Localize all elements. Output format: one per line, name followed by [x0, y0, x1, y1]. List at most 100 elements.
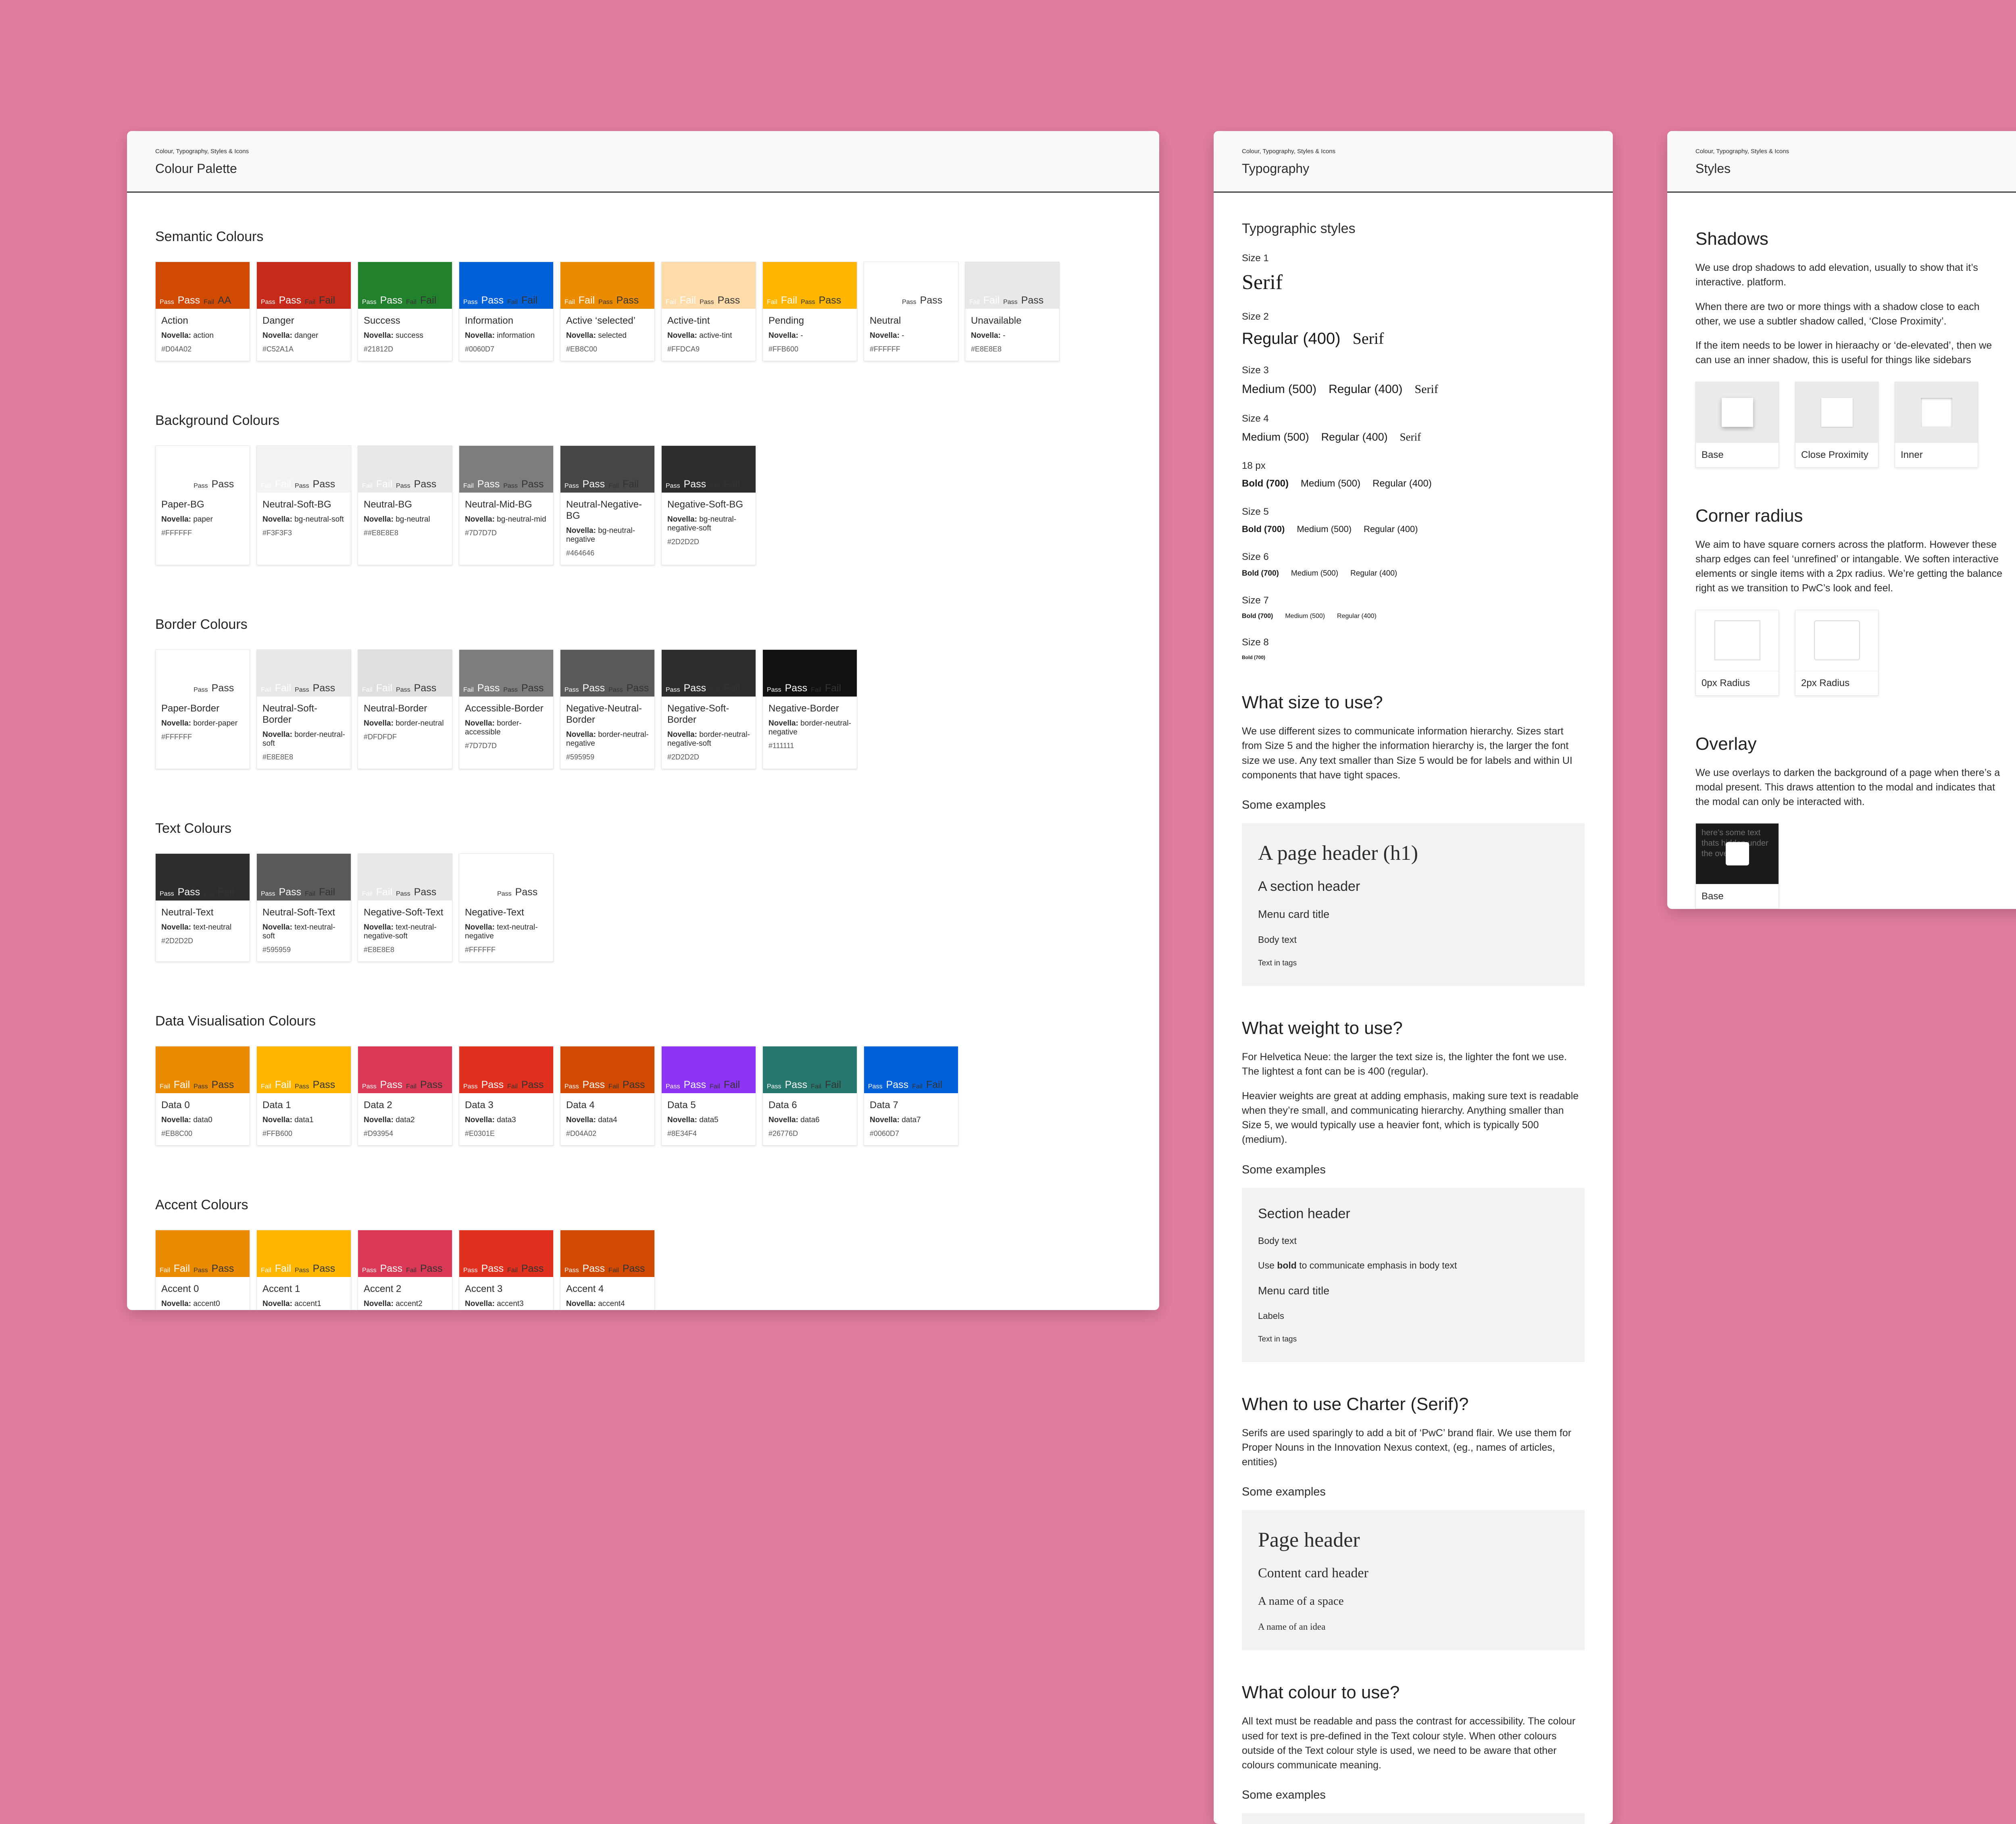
contrast-token: Fail	[926, 1079, 943, 1090]
contrast-token: Pass	[1003, 299, 1018, 306]
contrast-token: Fail	[882, 295, 899, 306]
section-heading: Text Colours	[155, 821, 231, 836]
contrast-token: Pass	[785, 1079, 808, 1090]
body-paragraph: Heavier weights are great at adding emph…	[1242, 1090, 1579, 1146]
colour-hex: #0060D7	[870, 1129, 900, 1138]
colour-name: Accent 2	[364, 1283, 402, 1294]
colour-name: Negative-Border	[768, 703, 839, 714]
contrast-token: Pass	[700, 299, 714, 306]
contrast-token: Pass	[312, 682, 335, 694]
frame-eyebrow: Colour, Typography, Styles & Icons	[155, 148, 249, 155]
type-sample: Bold (700)	[1242, 613, 1273, 620]
colour-swatch: Pass Pass Fail Fail	[763, 650, 857, 697]
colour-swatch: Fail Pass Pass Pass	[459, 446, 553, 493]
examples-label: Some examples	[1242, 1485, 1326, 1499]
type-size-label: Size 1	[1242, 253, 1269, 264]
demo-card: Close Proximity	[1795, 381, 1879, 468]
contrast-token: Fail	[463, 890, 474, 897]
demo-card: here’s some text thats hidden under the …	[1695, 823, 1779, 909]
colour-name: Information	[465, 315, 514, 326]
type-size-row: 18 px Bold (700) Medium (500) Regular (400)	[1242, 460, 1585, 489]
colour-card-info: Accessible-Border Novella: border-accessi…	[459, 697, 553, 757]
radius-demo	[1795, 610, 1878, 671]
example-line: Menu card title	[1258, 908, 1330, 920]
demo-card-label: 2px Radius	[1795, 670, 1878, 695]
colour-card: Fail Fail Pass Pass Neutral-Soft-Border Novel…	[256, 649, 351, 769]
typography-section: What weight to use? For Helvetica Neue: t…	[1242, 1018, 1585, 1362]
contrast-token: Fail	[261, 1267, 271, 1274]
example-line: Use bold to communicate emphasis in body…	[1258, 1260, 1457, 1271]
type-sample: Medium (500)	[1242, 431, 1309, 443]
contrast-token: Pass	[521, 1079, 544, 1090]
example-line: A name of a space	[1258, 1595, 1344, 1608]
contrast-token: Pass	[477, 478, 500, 490]
examples-label: Some examples	[1242, 799, 1326, 811]
colour-card-info: Information Novella: information #0060D7	[459, 309, 553, 361]
colour-card: Fail Fail Pass Pass Pending Novella: - #FFB600	[762, 262, 857, 361]
colour-card: Fail Pass Pass Pass Accessible-Border Novella…	[459, 649, 554, 769]
colour-card-info: Neutral-Mid-BG Novella: bg-neutral-mid #7D…	[459, 493, 553, 545]
section-heading: Data Visualisation Colours	[155, 1013, 316, 1029]
contrast-token: Fail	[578, 295, 595, 306]
colour-card-info: Paper-Border Novella: border-paper #FFFFFF	[156, 697, 250, 749]
radius-square	[1714, 620, 1760, 660]
shadow-square	[1821, 397, 1853, 427]
colour-swatch: Fail Fail Pass Pass	[257, 1046, 351, 1093]
colour-hex: #7D7D7D	[465, 742, 497, 750]
colour-novella: Novella: bg-neutral-soft	[262, 515, 344, 524]
type-samples: Bold (700) Medium (500) Regular (400)	[1242, 613, 1585, 620]
colour-hex: #FFFFFF	[465, 946, 496, 954]
colour-name: Data 6	[768, 1100, 797, 1111]
colour-card-row: Pass Pass Fail AA Action Novella: action #D04A…	[155, 262, 1131, 361]
colour-name: Data 3	[465, 1100, 494, 1111]
contrast-token: Fail	[362, 483, 373, 489]
colour-name: Neutral	[870, 315, 901, 326]
example-line: A section header	[1258, 879, 1360, 894]
contrast-token: Fail	[868, 299, 879, 306]
demo-row: Base Close Proximity Inner	[1695, 381, 2004, 468]
contrast-token: Pass	[622, 1079, 645, 1090]
styles-content: Shadows We use drop shadows to add elevat…	[1667, 193, 2016, 909]
section-question-heading: What weight to use?	[1242, 1018, 1403, 1038]
contrast-token: Fail	[608, 483, 619, 489]
contrast-token: Pass	[261, 890, 275, 897]
colour-card-info: Data 2 Novella: data2 #D93954	[358, 1093, 452, 1145]
colour-card: Pass Pass Fail Fail Success Novella: success #…	[358, 262, 452, 361]
colour-novella: Novella: border-neutral	[364, 719, 444, 728]
colour-swatch: Pass Pass Fail Fail	[662, 650, 756, 697]
colour-name: Negative-Soft-Text	[364, 907, 444, 918]
contrast-token: Fail	[608, 1083, 619, 1090]
contrast-token: Pass	[194, 483, 208, 489]
example-line: Body text	[1258, 934, 1297, 945]
contrast-token: Pass	[920, 295, 943, 306]
colour-novella: Novella: text-neutral-negative	[465, 923, 538, 940]
contrast-token: Pass	[868, 1083, 883, 1090]
contrast-token: Pass	[521, 478, 544, 490]
contrast-token: Pass	[380, 295, 403, 306]
colour-hex: #E0301E	[465, 1129, 495, 1138]
colour-swatch: Pass Pass Fail Fail	[459, 262, 553, 309]
type-sample: Serif	[1242, 271, 1283, 294]
colour-card: Pass Pass Fail Pass Data 3 Novella: data3 #E03…	[459, 1046, 554, 1146]
colour-card-info: Data 7 Novella: data7 #0060D7	[864, 1093, 958, 1145]
colour-swatch: Fail Fail Pass Pass	[257, 650, 351, 697]
type-sample: Regular (400)	[1321, 431, 1388, 443]
colour-hex: #111111	[768, 742, 794, 750]
contrast-token: Fail	[305, 890, 315, 897]
colour-novella: Novella: -	[971, 331, 1006, 340]
colour-novella: Novella: border-neutral-negative	[768, 719, 851, 736]
contrast-token: Pass	[211, 682, 234, 694]
colour-card: Fail Pass Pass Pass Neutral-Mid-BG Novella: b…	[459, 445, 554, 565]
body-paragraph: We aim to have square corners across the…	[1695, 539, 2003, 594]
contrast-token: Pass	[160, 299, 174, 306]
contrast-token: Pass	[362, 1267, 377, 1274]
demo-card-label: Close Proximity	[1795, 442, 1878, 467]
example-box: Text colour for main text	[1242, 1813, 1585, 1824]
frame-eyebrow: Colour, Typography, Styles & Icons	[1695, 148, 1789, 155]
colour-card-info: Negative-Soft-BG Novella: bg-neutral-nega…	[662, 493, 756, 553]
contrast-token: Fail	[420, 295, 437, 306]
contrast-token: Fail	[507, 299, 518, 306]
style-section: Overlay We use overlays to darken the bac…	[1695, 734, 2004, 909]
colour-name: Data 7	[870, 1100, 898, 1111]
colour-card: Fail Fail Pass Pass Negative-Soft-Text Novell…	[358, 853, 452, 962]
